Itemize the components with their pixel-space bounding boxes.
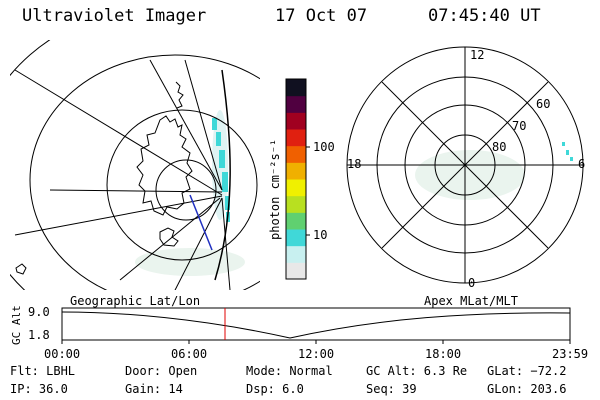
info-gain: Gain: 14 xyxy=(125,382,183,396)
colorbar-segment xyxy=(286,262,306,280)
info-flt: Flt: LBHL xyxy=(10,364,76,378)
info-ip: IP: 36.0 xyxy=(10,382,68,396)
polar-grid xyxy=(346,46,584,284)
app-title: Ultraviolet Imager xyxy=(22,6,207,26)
mlt-label-6: 6 xyxy=(578,157,586,171)
mlt-label-18: 18 xyxy=(347,157,362,171)
coast-fragment xyxy=(15,263,27,275)
lat-label-80: 80 xyxy=(492,140,507,154)
colorbar xyxy=(286,79,306,280)
longitude-lines xyxy=(14,59,231,290)
colorbar-segment xyxy=(286,79,306,97)
timeline-frame xyxy=(61,307,571,341)
mlt-label-0: 0 xyxy=(468,276,476,290)
lat-label-70: 70 xyxy=(512,119,527,133)
geographic-map xyxy=(10,40,260,290)
timeline-ticks xyxy=(61,340,571,344)
colorbar-segment xyxy=(286,245,306,263)
colorbar-tick-label-100: 100 xyxy=(313,140,335,154)
mlt-label-12: 12 xyxy=(470,48,485,62)
colorbar-segment xyxy=(286,95,306,113)
colorbar-segment xyxy=(286,229,306,247)
info-glat: GLat: −72.2 xyxy=(487,364,567,378)
peninsula-coastline xyxy=(175,81,184,109)
colorbar-tick-label-10: 10 xyxy=(313,228,328,242)
info-mode: Mode: Normal xyxy=(246,364,333,378)
island-coastline xyxy=(159,227,179,247)
timeline-tick-1: 06:00 xyxy=(171,347,208,361)
lat-label-60: 60 xyxy=(536,97,551,111)
mlt-polar-plot xyxy=(346,46,584,284)
timeline-left-title: Geographic Lat/Lon xyxy=(70,294,201,308)
colorbar-segment xyxy=(286,145,306,163)
info-door: Door: Open xyxy=(125,364,198,378)
time-label: 07:45:40 UT xyxy=(428,6,541,26)
colorbar-segment xyxy=(286,162,306,180)
timeline-y-top: 9.0 xyxy=(28,305,50,319)
polar-dayside-emission xyxy=(562,142,573,161)
colorbar-frame xyxy=(285,78,307,280)
colorbar-unit-label: photon cm⁻²s⁻¹ xyxy=(268,138,282,240)
info-glon: GLon: 203.6 xyxy=(487,382,567,396)
colorbar-segment xyxy=(286,179,306,197)
info-seq: Seq: 39 xyxy=(366,382,417,396)
timeline-tick-3: 18:00 xyxy=(425,347,462,361)
timeline-tick-0: 00:00 xyxy=(44,347,81,361)
colorbar-segment xyxy=(286,129,306,147)
polar-aurora-glow xyxy=(415,150,525,200)
timeline-right-title: Apex MLat/MLT xyxy=(424,294,518,308)
info-dsp: Dsp: 6.0 xyxy=(246,382,304,396)
timeline-tick-2: 12:00 xyxy=(298,347,335,361)
terminator-line xyxy=(214,69,231,281)
colorbar-segment xyxy=(286,112,306,130)
antarctica-coastline xyxy=(136,115,193,216)
info-gc-alt: GC Alt: 6.3 Re xyxy=(366,364,468,378)
satellite-track xyxy=(189,194,213,251)
timeline-y-bottom: 1.8 xyxy=(28,328,50,342)
altitude-curve xyxy=(61,311,571,339)
timeline-y-label: GC Alt xyxy=(10,305,23,345)
colorbar-segment xyxy=(286,212,306,230)
altitude-timeline xyxy=(61,307,571,344)
timeline-tick-4: 23:59 xyxy=(552,347,589,361)
colorbar-segment xyxy=(286,195,306,213)
latitude-circles xyxy=(10,40,260,290)
date-label: 17 Oct 07 xyxy=(275,6,368,26)
